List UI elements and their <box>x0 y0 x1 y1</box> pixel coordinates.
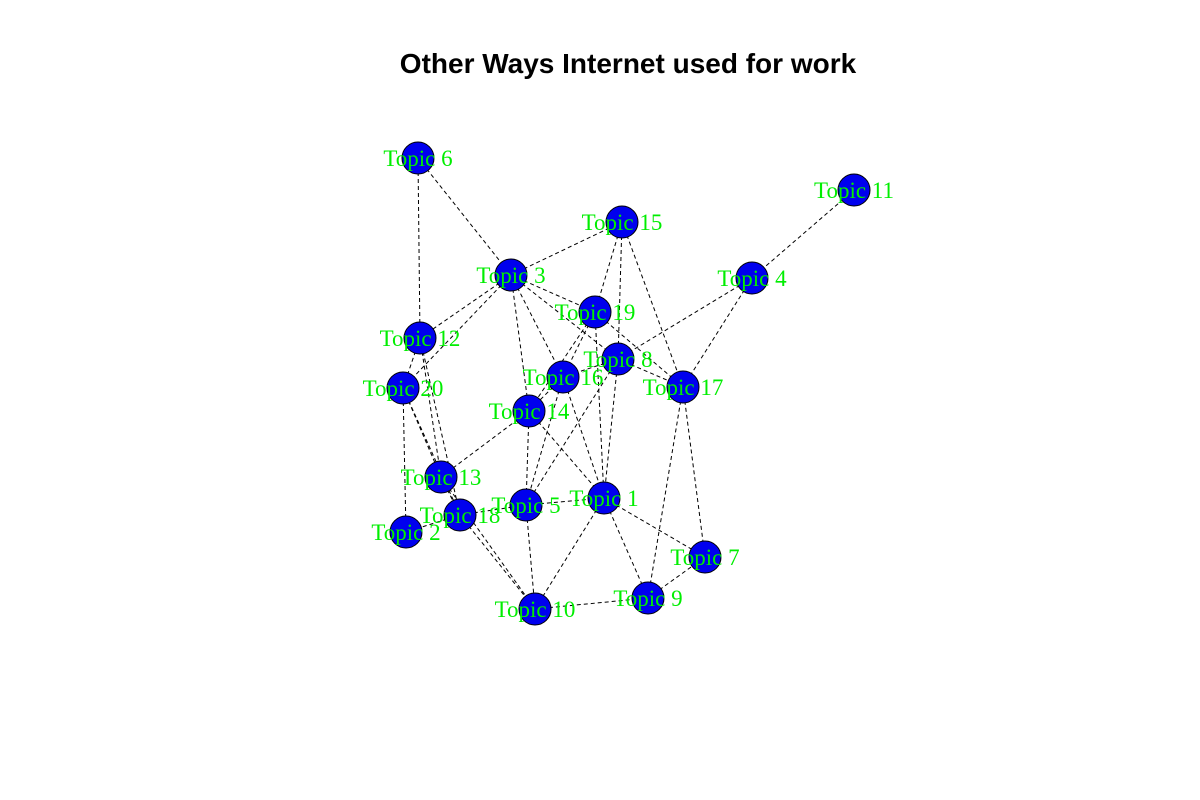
edge-t3-t14 <box>510 274 530 412</box>
edge-t13-t10 <box>440 476 536 610</box>
node-t11 <box>837 173 871 207</box>
edge-t17-t7 <box>682 386 706 558</box>
node-label-t5: Topic 5 <box>491 493 560 518</box>
node-label-t11: Topic 11 <box>814 178 894 203</box>
node-label-t2: Topic 2 <box>371 520 440 545</box>
node-t16 <box>546 360 580 394</box>
edge-t10-t9 <box>534 597 649 610</box>
node-t1 <box>587 481 621 515</box>
edge-t15-t17 <box>621 221 684 388</box>
edge-t20-t2 <box>402 387 407 533</box>
node-t7 <box>688 540 722 574</box>
node-label-t3: Topic 3 <box>476 263 545 288</box>
node-t17 <box>666 370 700 404</box>
node-t8 <box>601 342 635 376</box>
edge-t16-t1 <box>562 376 605 499</box>
edge-t17-t9 <box>647 386 684 599</box>
edge-t5-t10 <box>525 504 536 610</box>
edge-t1-t7 <box>603 497 706 558</box>
edge-t3-t16 <box>510 274 564 378</box>
edge-t1-t10 <box>534 497 605 610</box>
node-t12 <box>403 321 437 355</box>
node-t14 <box>512 394 546 428</box>
node-t15 <box>605 205 639 239</box>
edge-t14-t1 <box>528 410 605 499</box>
node-label-t15: Topic 15 <box>582 210 663 235</box>
node-t4 <box>735 261 769 295</box>
node-label-t4: Topic 4 <box>717 266 787 291</box>
node-label-t17: Topic 17 <box>643 375 724 400</box>
edge-t20-t18 <box>402 387 461 516</box>
edge-t19-t16 <box>562 311 596 378</box>
edge-t15-t8 <box>617 221 623 360</box>
edge-t3-t8 <box>510 274 619 360</box>
node-label-t8: Topic 8 <box>583 347 652 372</box>
edge-t8-t5 <box>525 358 619 506</box>
edge-t4-t8 <box>617 277 753 360</box>
edge-t4-t17 <box>682 277 753 388</box>
node-t18 <box>443 498 477 532</box>
node-t5 <box>509 488 543 522</box>
edge-t16-t5 <box>525 376 564 506</box>
node-label-t6: Topic 6 <box>383 146 452 171</box>
edge-t12-t13 <box>419 337 442 478</box>
node-t3 <box>494 258 528 292</box>
node-t2 <box>389 515 423 549</box>
node-label-t12: Topic 12 <box>380 326 461 351</box>
node-label-t10: Topic 10 <box>495 597 576 622</box>
node-layer <box>386 141 871 626</box>
edge-t12-t18 <box>419 337 461 516</box>
node-label-t9: Topic 9 <box>613 586 682 611</box>
edge-t6-t3 <box>417 157 512 276</box>
edge-t3-t12 <box>419 274 512 339</box>
edge-t19-t17 <box>594 311 684 388</box>
edge-t8-t1 <box>603 358 619 499</box>
node-label-t13: Topic 13 <box>401 465 482 490</box>
diagram-title: Other Ways Internet used for work <box>400 48 857 79</box>
node-t19 <box>578 295 612 329</box>
edge-t19-t1 <box>594 311 605 499</box>
edge-t11-t4 <box>751 189 855 279</box>
node-label-t7: Topic 7 <box>670 545 739 570</box>
node-label-t14: Topic 14 <box>489 399 570 424</box>
edge-t1-t9 <box>603 497 649 599</box>
node-label-t16: Topic 16 <box>523 365 604 390</box>
edge-t3-t20 <box>402 274 512 389</box>
edge-t14-t13 <box>440 410 530 478</box>
node-t6 <box>401 141 435 175</box>
node-label-t1: Topic 1 <box>569 486 638 511</box>
node-t9 <box>631 581 665 615</box>
node-label-t19: Topic 19 <box>555 300 636 325</box>
edge-t6-t12 <box>417 157 421 339</box>
edge-t18-t10 <box>459 514 536 610</box>
node-t13 <box>424 460 458 494</box>
edge-layer <box>402 157 855 610</box>
node-label-t20: Topic 20 <box>363 376 444 401</box>
node-t10 <box>518 592 552 626</box>
node-t20 <box>386 371 420 405</box>
node-label-t18: Topic 18 <box>420 503 501 528</box>
